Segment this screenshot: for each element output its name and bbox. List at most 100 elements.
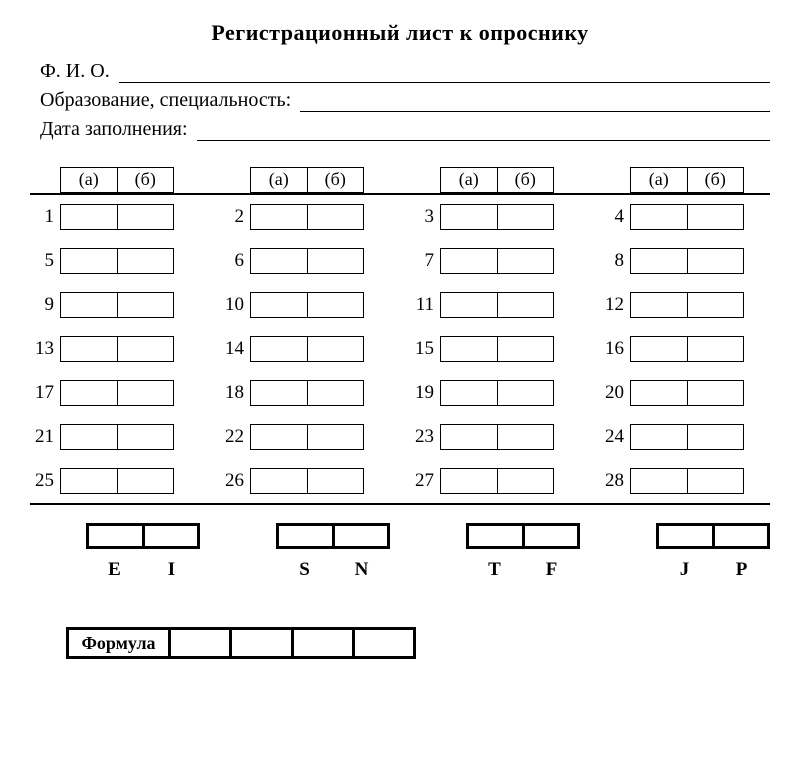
- answer-cell-a: [251, 381, 308, 405]
- item-number: 15: [410, 338, 440, 360]
- grid-col: 18: [220, 380, 390, 406]
- letters-col: E I: [30, 559, 200, 581]
- answer-cell-b: [118, 469, 174, 493]
- date-underline: [197, 123, 770, 141]
- item-number: 11: [410, 294, 440, 316]
- answer-cell-b: [688, 469, 744, 493]
- answer-pair: [250, 380, 364, 406]
- sum-cell-b: [715, 526, 768, 546]
- header-col: (а) (б): [410, 167, 580, 193]
- header-a: (а): [251, 168, 308, 192]
- formula-label: Формула: [69, 630, 171, 656]
- answer-cell-a: [61, 425, 118, 449]
- grid-header-row: (а) (б) (а) (б) (а) (б) (а) (б): [30, 167, 770, 193]
- header-b: (б): [308, 168, 364, 192]
- item-number: 4: [600, 206, 630, 228]
- grid-col: 21: [30, 424, 200, 450]
- item-number: 24: [600, 426, 630, 448]
- grid-col: 8: [600, 248, 770, 274]
- item-number: 21: [30, 426, 60, 448]
- grid-col: 5: [30, 248, 200, 274]
- answer-pair: [60, 204, 174, 230]
- grid-col: 19: [410, 380, 580, 406]
- answer-pair: [60, 424, 174, 450]
- grid-col: 28: [600, 468, 770, 494]
- answer-pair: [630, 292, 744, 318]
- grid-col: 9: [30, 292, 200, 318]
- answer-cell-a: [61, 293, 118, 317]
- letter: S: [276, 559, 333, 581]
- answer-pair: [630, 468, 744, 494]
- sum-cell-b: [335, 526, 388, 546]
- letters-col: J P: [600, 559, 770, 581]
- answer-cell-b: [308, 249, 364, 273]
- answer-cell-a: [251, 249, 308, 273]
- answer-pair: [630, 380, 744, 406]
- fio-line: Ф. И. О.: [40, 60, 770, 83]
- answer-cell-b: [118, 293, 174, 317]
- answer-cell-b: [308, 469, 364, 493]
- answer-cell-b: [498, 425, 554, 449]
- item-number: 8: [600, 250, 630, 272]
- sum-cell-b: [525, 526, 578, 546]
- grid-row: 21222324: [30, 415, 770, 459]
- answer-pair: [440, 336, 554, 362]
- answer-pair: [250, 248, 364, 274]
- answer-cell-b: [688, 337, 744, 361]
- grid-col: 12: [600, 292, 770, 318]
- answer-pair: [630, 336, 744, 362]
- sum-cell-a: [89, 526, 145, 546]
- answer-cell-b: [688, 293, 744, 317]
- header-b: (б): [498, 168, 554, 192]
- answer-cell-b: [118, 381, 174, 405]
- sum-col: [410, 523, 580, 549]
- letter: T: [466, 559, 523, 581]
- edu-label: Образование, специальность:: [40, 89, 296, 112]
- formula-wrap: Формула: [66, 627, 770, 659]
- answer-cell-b: [498, 205, 554, 229]
- item-number: 20: [600, 382, 630, 404]
- answer-pair: [250, 424, 364, 450]
- header-pair: (а) (б): [440, 167, 554, 193]
- answer-cell-a: [61, 469, 118, 493]
- item-number: 26: [220, 470, 250, 492]
- item-number: 10: [220, 294, 250, 316]
- answer-cell-a: [441, 293, 498, 317]
- item-number: 25: [30, 470, 60, 492]
- fio-underline: [119, 65, 770, 83]
- answer-cell-b: [498, 293, 554, 317]
- item-number: 9: [30, 294, 60, 316]
- edu-underline: [300, 94, 770, 112]
- answer-cell-a: [441, 469, 498, 493]
- sum-cell-a: [659, 526, 715, 546]
- grid-col: 6: [220, 248, 390, 274]
- grid-row: 13141516: [30, 327, 770, 371]
- answer-cell-a: [631, 337, 688, 361]
- item-number: 3: [410, 206, 440, 228]
- answer-cell-a: [61, 381, 118, 405]
- item-number: 1: [30, 206, 60, 228]
- item-number: 23: [410, 426, 440, 448]
- grid-col: 11: [410, 292, 580, 318]
- answer-cell-a: [251, 337, 308, 361]
- letter: P: [713, 559, 770, 581]
- answer-pair: [440, 424, 554, 450]
- header-pair: (а) (б): [630, 167, 744, 193]
- date-line: Дата заполнения:: [40, 118, 770, 141]
- letters-pair: E I: [86, 559, 200, 581]
- answer-cell-a: [251, 469, 308, 493]
- answer-pair: [60, 336, 174, 362]
- grid-row: 9 10 11 12: [30, 283, 770, 327]
- answer-cell-a: [631, 205, 688, 229]
- grid-col: 26: [220, 468, 390, 494]
- letter: N: [333, 559, 390, 581]
- grid-col: 25: [30, 468, 200, 494]
- answer-cell-a: [631, 381, 688, 405]
- answer-cell-b: [498, 381, 554, 405]
- grid-col: 15: [410, 336, 580, 362]
- formula-cell: [171, 630, 232, 656]
- edu-line: Образование, специальность:: [40, 89, 770, 112]
- item-number: 19: [410, 382, 440, 404]
- formula-cell: [294, 630, 355, 656]
- grid-row: 17181920: [30, 371, 770, 415]
